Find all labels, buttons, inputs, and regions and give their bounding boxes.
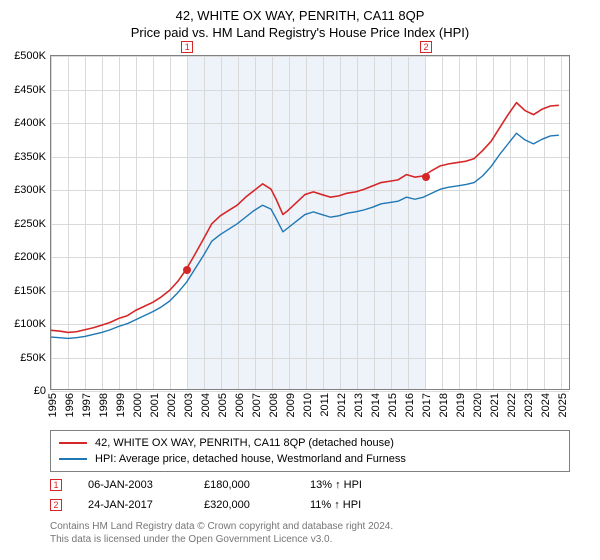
ytick-label: £250K (14, 218, 51, 230)
license-line-2: This data is licensed under the Open Gov… (50, 533, 570, 546)
sale-row-1: 1 06-JAN-2003 £180,000 13% ↑ HPI (50, 475, 570, 495)
ytick-label: £400K (14, 117, 51, 129)
ytick-label: £100K (14, 318, 51, 330)
sale-date-2: 24-JAN-2017 (88, 499, 178, 511)
xtick-label: 2008 (268, 389, 280, 417)
legend-swatch-property (59, 442, 87, 444)
ytick-label: £200K (14, 251, 51, 263)
xtick-label: 2003 (183, 389, 195, 417)
xtick-label: 2011 (319, 389, 331, 417)
xtick-label: 2017 (421, 389, 433, 417)
ytick-label: £350K (14, 151, 51, 163)
ytick-label: £300K (14, 184, 51, 196)
sale-point-dot-1 (183, 266, 191, 274)
sale-price-2: £320,000 (204, 499, 284, 511)
sale-marker-1: 1 (181, 41, 193, 53)
chart-lines (51, 56, 569, 389)
license-text: Contains HM Land Registry data © Crown c… (50, 520, 570, 546)
legend-swatch-hpi (59, 458, 87, 460)
ytick-label: £450K (14, 84, 51, 96)
xtick-label: 2005 (217, 389, 229, 417)
chart-container: 42, WHITE OX WAY, PENRITH, CA11 8QP Pric… (0, 0, 600, 560)
series-line-hpi (51, 133, 559, 338)
ytick-label: £50K (20, 352, 51, 364)
xtick-label: 2013 (353, 389, 365, 417)
xtick-label: 2019 (455, 389, 467, 417)
xtick-label: 2010 (302, 389, 314, 417)
xtick-label: 1998 (98, 389, 110, 417)
xtick-label: 2012 (336, 389, 348, 417)
chart-plot-area: £0£50K£100K£150K£200K£250K£300K£350K£400… (50, 55, 570, 390)
sale-row-2: 2 24-JAN-2017 £320,000 11% ↑ HPI (50, 495, 570, 515)
xtick-label: 2020 (472, 389, 484, 417)
series-line-property (51, 103, 559, 333)
title-address: 42, WHITE OX WAY, PENRITH, CA11 8QP (0, 8, 600, 23)
xtick-label: 2002 (166, 389, 178, 417)
sale-badge-1: 1 (50, 479, 62, 491)
legend-label-property: 42, WHITE OX WAY, PENRITH, CA11 8QP (det… (95, 437, 394, 449)
xtick-label: 2018 (438, 389, 450, 417)
ytick-label: £150K (14, 285, 51, 297)
xtick-label: 2006 (234, 389, 246, 417)
xtick-label: 2014 (370, 389, 382, 417)
xtick-label: 1996 (64, 389, 76, 417)
xtick-label: 1995 (47, 389, 59, 417)
sale-marker-2: 2 (420, 41, 432, 53)
xtick-label: 2025 (557, 389, 569, 417)
xtick-label: 2015 (387, 389, 399, 417)
xtick-label: 2007 (251, 389, 263, 417)
sale-point-dot-2 (422, 173, 430, 181)
xtick-label: 2009 (285, 389, 297, 417)
xtick-label: 2004 (200, 389, 212, 417)
xtick-label: 1999 (115, 389, 127, 417)
xtick-label: 2021 (489, 389, 501, 417)
sale-date-1: 06-JAN-2003 (88, 479, 178, 491)
title-block: 42, WHITE OX WAY, PENRITH, CA11 8QP Pric… (0, 0, 600, 44)
xtick-label: 2016 (404, 389, 416, 417)
sale-price-1: £180,000 (204, 479, 284, 491)
xtick-label: 2024 (540, 389, 552, 417)
xtick-label: 2000 (132, 389, 144, 417)
title-subtitle: Price paid vs. HM Land Registry's House … (0, 25, 600, 40)
legend-label-hpi: HPI: Average price, detached house, West… (95, 453, 406, 465)
sale-delta-1: 13% ↑ HPI (310, 479, 400, 491)
xtick-label: 1997 (81, 389, 93, 417)
xtick-label: 2022 (506, 389, 518, 417)
legend-box: 42, WHITE OX WAY, PENRITH, CA11 8QP (det… (50, 430, 570, 472)
sales-table: 1 06-JAN-2003 £180,000 13% ↑ HPI 2 24-JA… (50, 475, 570, 515)
legend-row-property: 42, WHITE OX WAY, PENRITH, CA11 8QP (det… (59, 435, 561, 451)
ytick-label: £500K (14, 50, 51, 62)
sale-delta-2: 11% ↑ HPI (310, 499, 400, 511)
xtick-label: 2023 (523, 389, 535, 417)
xtick-label: 2001 (149, 389, 161, 417)
legend-row-hpi: HPI: Average price, detached house, West… (59, 451, 561, 467)
sale-badge-2: 2 (50, 499, 62, 511)
license-line-1: Contains HM Land Registry data © Crown c… (50, 520, 570, 533)
